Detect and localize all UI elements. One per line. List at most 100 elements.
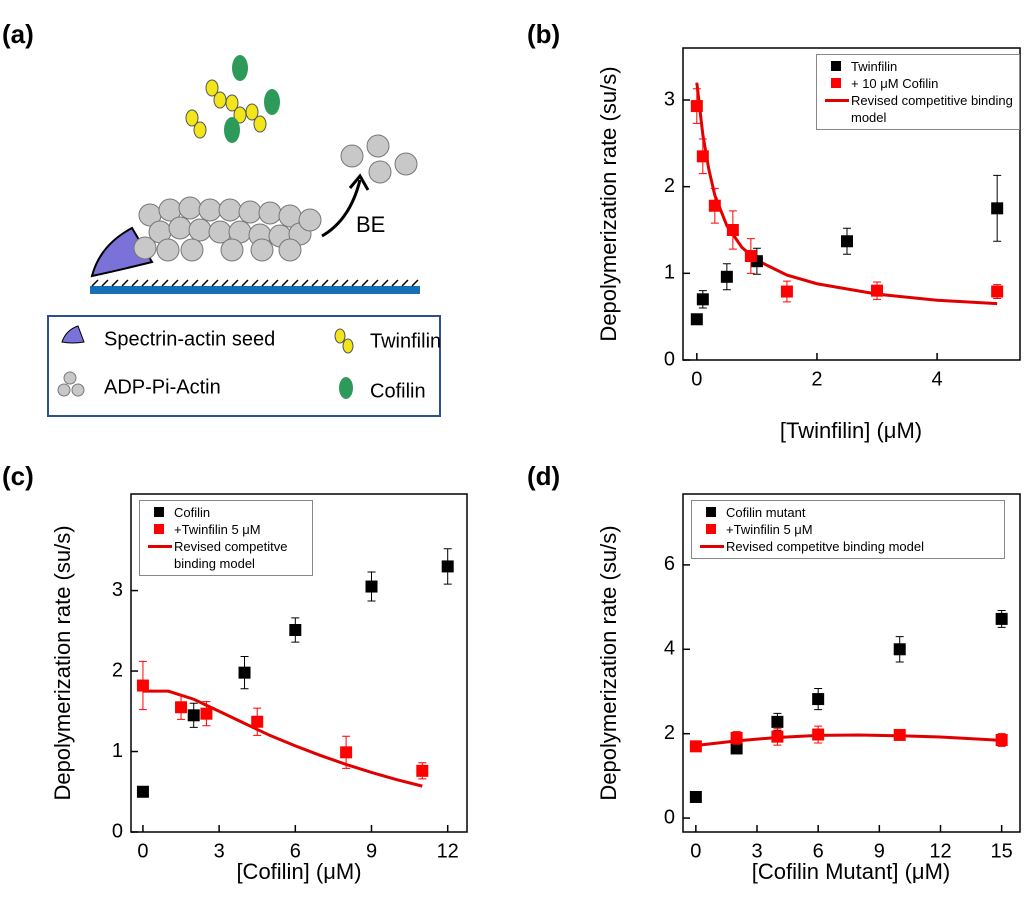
legend-marker bbox=[831, 61, 841, 71]
legend-box bbox=[47, 315, 441, 417]
legend-label: +Twinfilin 5 μM bbox=[174, 522, 261, 537]
legend-text: ADP-Pi-Actin bbox=[104, 376, 221, 398]
y-tick-label: 2 bbox=[664, 175, 675, 197]
seed-icon bbox=[61, 325, 85, 344]
data-point bbox=[991, 202, 1004, 215]
data-point bbox=[689, 740, 702, 753]
data-point bbox=[726, 224, 739, 236]
data-point bbox=[730, 742, 743, 755]
y-tick-label: 1 bbox=[112, 740, 123, 762]
data-point bbox=[136, 785, 149, 798]
data-point bbox=[441, 560, 454, 573]
data-point bbox=[995, 612, 1008, 625]
data-point bbox=[744, 250, 757, 262]
x-tick-label: 12 bbox=[437, 840, 459, 862]
surface bbox=[90, 286, 420, 294]
data-point bbox=[689, 790, 702, 803]
legend-label: + 10 μM Cofilin bbox=[851, 76, 939, 91]
arrow-head bbox=[348, 173, 370, 191]
plot-frame bbox=[130, 493, 468, 833]
data-point bbox=[340, 746, 353, 759]
data-point bbox=[771, 715, 784, 728]
legend-marker bbox=[154, 507, 164, 517]
legend-symbol bbox=[823, 58, 851, 75]
legend-text: Cofilin bbox=[370, 380, 426, 402]
legend-marker bbox=[706, 524, 716, 534]
legend-text: Twinfilin bbox=[370, 330, 441, 352]
filament bbox=[133, 134, 418, 262]
x-tick-label: 6 bbox=[813, 840, 824, 862]
legend-entry: Cofilin mutant bbox=[698, 504, 998, 521]
legend: Cofilin +Twinfilin 5 μM Revised competitve… bbox=[139, 500, 313, 576]
legend-marker bbox=[825, 99, 849, 102]
legend-label: Revised competitve binding model bbox=[174, 539, 288, 571]
data-point bbox=[187, 709, 200, 722]
data-point bbox=[991, 285, 1004, 298]
actin-icon bbox=[71, 383, 85, 397]
arrow bbox=[321, 179, 362, 238]
y-tick-label: 6 bbox=[664, 553, 675, 575]
data-point bbox=[893, 728, 906, 741]
data-point bbox=[690, 313, 703, 326]
x-tick-label: 9 bbox=[366, 840, 377, 862]
legend-symbol bbox=[146, 504, 174, 521]
panel-label: (d) bbox=[527, 461, 560, 491]
y-tick-label: 4 bbox=[664, 638, 675, 660]
twinfilin-icon bbox=[342, 338, 354, 354]
panel-label: (b) bbox=[527, 19, 560, 49]
legend: Twinfilin + 10 μM Cofilin Revised competit… bbox=[816, 54, 1020, 130]
y-tick-label: 2 bbox=[664, 722, 675, 744]
cofilin-icon bbox=[339, 377, 353, 399]
data-point bbox=[251, 715, 264, 728]
legend-marker bbox=[831, 78, 841, 88]
y-tick-label: 3 bbox=[112, 579, 123, 601]
twinfilin-icon bbox=[334, 328, 346, 344]
data-point bbox=[771, 730, 784, 743]
legend-entry: Revised competitve binding model bbox=[146, 538, 306, 572]
data-point bbox=[136, 679, 149, 692]
legend-entry: Revised competitve binding model bbox=[698, 538, 998, 555]
data-point bbox=[238, 666, 251, 679]
legend-entry: +Twinfilin 5 μM bbox=[146, 521, 306, 538]
x-tick-label: 2 bbox=[811, 368, 822, 390]
legend-symbol bbox=[823, 92, 851, 109]
plot-frame bbox=[682, 47, 1021, 361]
legend-entry: Revised competitive binding model bbox=[823, 92, 1013, 126]
legend-entry: +Twinfilin 5 μM bbox=[698, 521, 998, 538]
data-point bbox=[416, 764, 429, 777]
x-tick-label: 6 bbox=[290, 840, 301, 862]
diagram: (a) BE Spectrin-actin seed Twinfilin ADP… bbox=[2, 19, 441, 417]
y-tick-label: 0 bbox=[664, 806, 675, 828]
x-tick-label: 3 bbox=[751, 840, 762, 862]
legend-marker bbox=[154, 524, 164, 534]
legend-symbol bbox=[698, 504, 726, 521]
be-label: BE bbox=[356, 212, 385, 237]
twinfilins bbox=[185, 79, 267, 139]
data-point bbox=[720, 270, 733, 283]
y-axis-label: Depolymerization rate (su/s) bbox=[50, 525, 75, 800]
data-point bbox=[812, 693, 825, 706]
data-point bbox=[871, 284, 884, 297]
y-axis-label: Depolymerization rate (su/s) bbox=[596, 66, 621, 341]
x-tick-label: 9 bbox=[874, 840, 885, 862]
actin-icon bbox=[63, 371, 77, 385]
data-point bbox=[365, 580, 378, 593]
y-tick-label: 0 bbox=[112, 820, 123, 842]
legend-symbol bbox=[146, 538, 174, 555]
data-point bbox=[840, 235, 853, 248]
data-point bbox=[200, 707, 213, 720]
fit-curve bbox=[695, 733, 1002, 747]
actin-icon bbox=[57, 383, 71, 397]
legend: Cofilin mutant +Twinfilin 5 μM Revised com… bbox=[691, 500, 1005, 559]
legend-entry: + 10 μM Cofilin bbox=[823, 75, 1013, 92]
x-axis-label: [Twinfilin] (μM) bbox=[780, 418, 922, 443]
legend-symbol bbox=[698, 538, 726, 555]
x-tick-label: 0 bbox=[137, 840, 148, 862]
legend-symbol bbox=[823, 75, 851, 92]
fit-curve bbox=[142, 689, 423, 788]
data-point bbox=[696, 293, 709, 306]
y-axis-label: Depolymerization rate (su/s) bbox=[596, 525, 621, 800]
y-tick-label: 3 bbox=[664, 88, 675, 110]
data-point bbox=[696, 150, 709, 163]
